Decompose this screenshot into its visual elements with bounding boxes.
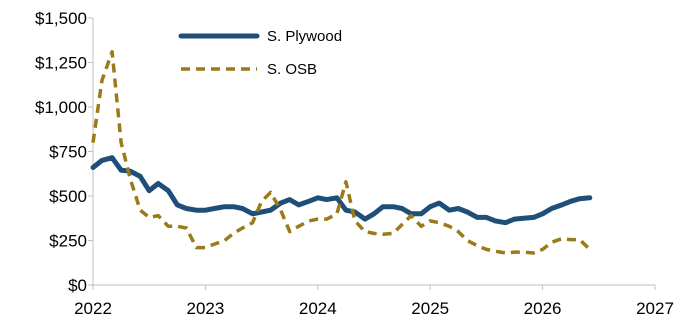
x-tick-label: 2027 [636,299,674,318]
y-tick-label: $250 [49,232,87,251]
x-tick-label: 2026 [524,299,562,318]
axes: $0 $250 $500 $750 $1,000 $1,250 $1,500 2022 2023… [35,9,674,318]
y-tick-label: $750 [49,143,87,162]
y-tick-label: $500 [49,187,87,206]
series-line-s-osb [91,50,592,255]
y-tick-label: $1,500 [35,9,87,28]
legend-label: S. OSB [267,61,317,78]
y-tick-label: $1,000 [35,98,87,117]
x-tick-label: 2024 [299,299,337,318]
x-tick-label: 2023 [186,299,224,318]
y-tick-label: $0 [68,276,87,295]
x-tick-label: 2022 [74,299,112,318]
legend: S. Plywood S. OSB [178,28,342,78]
x-tick-label: 2025 [411,299,449,318]
legend-label: S. Plywood [267,28,342,45]
series-line-s-plywood [90,155,593,226]
y-tick-label: $1,250 [35,54,87,73]
series-layer [90,50,593,255]
